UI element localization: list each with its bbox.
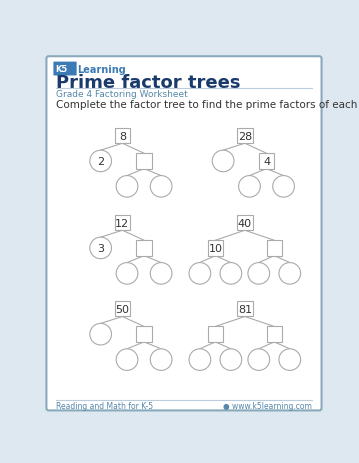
- FancyBboxPatch shape: [136, 327, 152, 342]
- Circle shape: [248, 349, 270, 370]
- Text: 4: 4: [263, 156, 270, 167]
- Circle shape: [189, 349, 211, 370]
- FancyBboxPatch shape: [46, 57, 322, 411]
- Text: 81: 81: [238, 304, 252, 314]
- Text: 28: 28: [238, 131, 252, 141]
- Text: 2: 2: [97, 156, 104, 167]
- Text: K5: K5: [55, 65, 67, 74]
- FancyBboxPatch shape: [237, 215, 253, 231]
- FancyBboxPatch shape: [237, 301, 253, 317]
- FancyBboxPatch shape: [208, 327, 223, 342]
- FancyBboxPatch shape: [208, 241, 223, 256]
- Circle shape: [212, 151, 234, 172]
- FancyBboxPatch shape: [53, 63, 77, 76]
- Circle shape: [273, 176, 294, 198]
- FancyBboxPatch shape: [266, 241, 282, 256]
- Circle shape: [220, 349, 242, 370]
- Circle shape: [116, 176, 138, 198]
- Circle shape: [150, 349, 172, 370]
- Circle shape: [279, 349, 300, 370]
- Circle shape: [150, 176, 172, 198]
- Text: 10: 10: [208, 244, 222, 253]
- FancyBboxPatch shape: [259, 154, 274, 169]
- Text: 3: 3: [97, 244, 104, 253]
- FancyBboxPatch shape: [266, 327, 282, 342]
- Text: Complete the factor tree to find the prime factors of each number.: Complete the factor tree to find the pri…: [56, 100, 359, 110]
- FancyBboxPatch shape: [136, 154, 152, 169]
- Text: Prime factor trees: Prime factor trees: [56, 74, 240, 92]
- Text: 40: 40: [238, 218, 252, 228]
- Circle shape: [220, 263, 242, 285]
- FancyBboxPatch shape: [237, 129, 253, 144]
- Text: 12: 12: [115, 218, 130, 228]
- Text: 8: 8: [119, 131, 126, 141]
- Circle shape: [90, 151, 112, 172]
- FancyBboxPatch shape: [115, 129, 130, 144]
- Text: ● www.k5learning.com: ● www.k5learning.com: [223, 401, 312, 410]
- Circle shape: [248, 263, 270, 285]
- FancyBboxPatch shape: [115, 215, 130, 231]
- Circle shape: [189, 263, 211, 285]
- Text: Learning: Learning: [78, 64, 126, 75]
- Text: Reading and Math for K-5: Reading and Math for K-5: [56, 401, 153, 410]
- Circle shape: [279, 263, 300, 285]
- Circle shape: [116, 263, 138, 285]
- Circle shape: [239, 176, 260, 198]
- FancyBboxPatch shape: [136, 241, 152, 256]
- Circle shape: [90, 238, 112, 259]
- Circle shape: [150, 263, 172, 285]
- FancyBboxPatch shape: [115, 301, 130, 317]
- Text: 50: 50: [115, 304, 129, 314]
- Text: Grade 4 Factoring Worksheet: Grade 4 Factoring Worksheet: [56, 90, 187, 99]
- Circle shape: [116, 349, 138, 370]
- Circle shape: [90, 324, 112, 345]
